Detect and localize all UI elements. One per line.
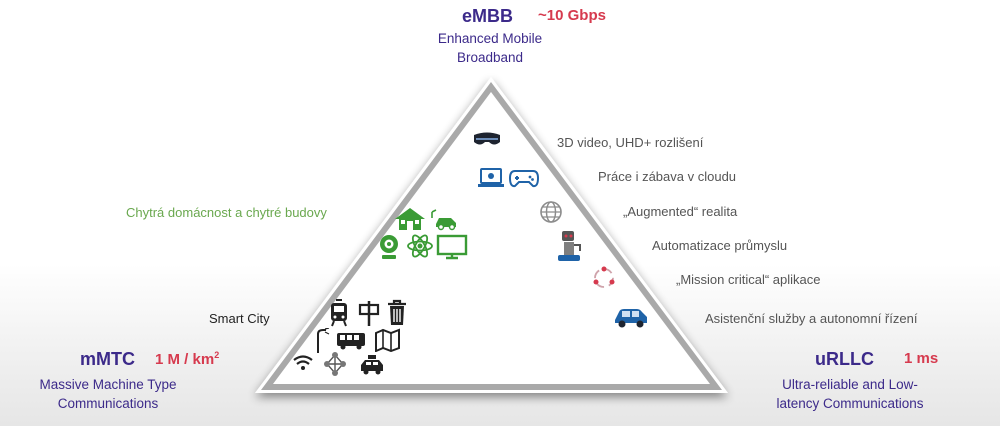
house-icon — [395, 208, 425, 230]
mmtc-density: 1 M / km2 — [155, 350, 219, 368]
map-icon — [375, 328, 400, 352]
car-icon — [615, 309, 647, 328]
electric-car-icon — [431, 209, 456, 231]
urllc-description: Ultra-reliable and Low- latency Communic… — [760, 375, 940, 413]
tv-icon — [436, 234, 468, 260]
mmtc-density-value: 1 M / km — [155, 351, 215, 368]
mmtc-title: mMTC — [80, 349, 135, 369]
mmtc-description-line2: Communications — [57, 396, 159, 411]
use-case-augmented-reality: „Augmented“ realita — [623, 204, 738, 219]
vr-headset-icon — [474, 132, 500, 145]
bus-icon — [337, 333, 365, 350]
wifi-icon — [293, 355, 313, 370]
street-lamp-icon — [317, 328, 330, 353]
urllc-description-line1: Ultra-reliable and Low- — [782, 377, 918, 392]
laptop-icon — [478, 168, 504, 187]
smart-city-label: Smart City — [209, 311, 270, 326]
use-case-assisted-driving: Asistenční služby a autonomní řízení — [705, 311, 918, 326]
embb-description-line1: Enhanced Mobile — [437, 31, 543, 46]
webcam-icon — [380, 235, 398, 259]
robot-arm-icon — [558, 231, 581, 261]
mission-critical-cycle-icon — [593, 266, 615, 288]
urllc-title: uRLLC — [815, 349, 874, 369]
mmtc-density-exponent: 2 — [214, 350, 220, 360]
tram-icon — [331, 299, 347, 327]
globe-icon — [540, 201, 562, 223]
use-case-mission-critical: „Mission critical“ aplikace — [676, 272, 821, 287]
embb-title: eMBB — [462, 6, 514, 26]
embb-description-line2: Broadband — [456, 50, 524, 65]
atom-icon — [407, 234, 433, 258]
use-case-industry-automation: Automatizace průmyslu — [652, 238, 788, 253]
mmtc-description-line1: Massive Machine Type — [39, 377, 177, 392]
taxi-icon — [361, 355, 383, 375]
mmtc-description: Massive Machine Type Communications — [18, 375, 198, 413]
urllc-latency: 1 ms — [904, 350, 939, 367]
urllc-description-line2: latency Communications — [776, 396, 924, 411]
trash-bin-icon — [388, 299, 406, 325]
embb-speed: ~10 Gbps — [538, 7, 606, 24]
signpost-icon — [358, 301, 380, 326]
smart-home-label: Chytrá domácnost a chytré budovy — [126, 205, 327, 220]
use-case-cloud: Práce i zábava v cloudu — [598, 169, 737, 184]
network-icon — [324, 352, 346, 376]
gamepad-icon — [509, 170, 539, 188]
use-case-3d-video: 3D video, UHD+ rozlišení — [557, 135, 704, 150]
embb-description: Enhanced Mobile Broadband — [405, 29, 575, 67]
